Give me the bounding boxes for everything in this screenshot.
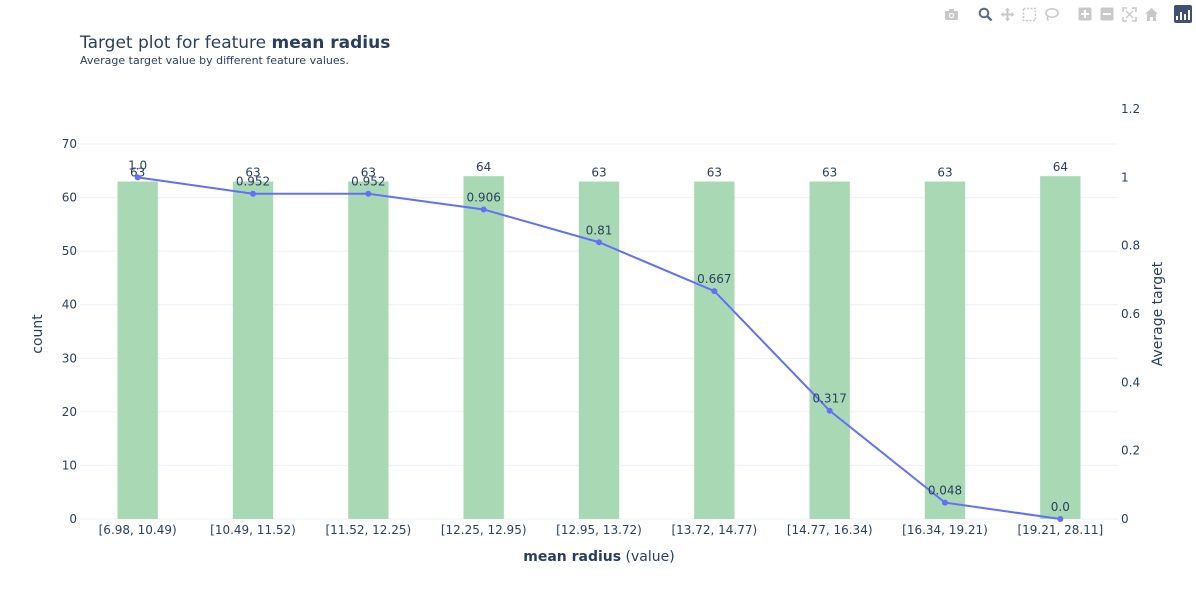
y-tick-label: 50 bbox=[62, 244, 77, 258]
line-point bbox=[250, 190, 256, 197]
x-axis-title-feature: mean radius bbox=[523, 549, 621, 565]
camera-icon[interactable] bbox=[942, 5, 960, 23]
modebar-group-image bbox=[940, 5, 962, 23]
line-value-label: 0.317 bbox=[812, 392, 846, 406]
line-value-label: 1.0 bbox=[128, 158, 147, 172]
bar bbox=[463, 176, 504, 519]
line-point bbox=[942, 499, 948, 506]
pan-icon[interactable] bbox=[998, 5, 1016, 23]
line-point bbox=[365, 190, 372, 197]
x-tick-label: [12.25, 12.95) bbox=[441, 523, 527, 537]
bar bbox=[1040, 176, 1081, 519]
zoom-in-icon[interactable] bbox=[1076, 5, 1094, 23]
modebar-group-select bbox=[974, 5, 1062, 23]
y2-tick-label: 0.6 bbox=[1121, 307, 1140, 321]
lasso-icon[interactable] bbox=[1042, 5, 1060, 23]
plotly-logo-icon[interactable] bbox=[1174, 5, 1192, 23]
bar-value-label: 63 bbox=[822, 166, 837, 180]
y2-tick-label: 0.2 bbox=[1121, 444, 1140, 458]
box-select-icon[interactable] bbox=[1020, 5, 1038, 23]
zoom-icon[interactable] bbox=[976, 5, 994, 23]
x-tick-label: [12.95, 13.72) bbox=[556, 523, 642, 537]
bar-value-label: 63 bbox=[361, 166, 376, 180]
line-point bbox=[826, 407, 833, 414]
x-tick-label: [19.21, 28.11] bbox=[1017, 523, 1103, 537]
line-point bbox=[1057, 516, 1064, 522]
bar-value-label: 64 bbox=[476, 160, 491, 174]
y2-tick-label: 0 bbox=[1121, 512, 1129, 526]
y2-tick-label: 0.4 bbox=[1121, 375, 1140, 389]
bar bbox=[924, 181, 966, 519]
y-tick-label: 40 bbox=[62, 298, 77, 312]
x-axis-title: mean radius (value) bbox=[523, 549, 674, 565]
y2-tick-label: 0.8 bbox=[1121, 239, 1140, 253]
line-value-label: 0.952 bbox=[351, 175, 385, 189]
x-tick-label: [16.34, 19.21) bbox=[902, 523, 988, 537]
y-tick-label: 20 bbox=[62, 405, 77, 419]
chart-subtitle: Average target value by different featur… bbox=[80, 54, 349, 67]
y-axis-title: count bbox=[30, 314, 46, 354]
line-point bbox=[711, 288, 718, 295]
y2-axis-title: Average target bbox=[1150, 261, 1166, 366]
modebar-group-zoom bbox=[1074, 5, 1162, 23]
y2-tick-label: 1.2 bbox=[1121, 102, 1140, 116]
autoscale-icon[interactable] bbox=[1120, 5, 1138, 23]
x-tick-label: [6.98, 10.49) bbox=[99, 523, 177, 537]
y-tick-label: 30 bbox=[62, 351, 77, 365]
line-value-label: 0.906 bbox=[466, 190, 500, 204]
x-tick-label: [13.72, 14.77) bbox=[671, 523, 757, 537]
line-point bbox=[134, 174, 141, 181]
line-value-label: 0.81 bbox=[586, 223, 613, 237]
x-tick-label: [10.49, 11.52) bbox=[210, 523, 296, 537]
reset-axes-icon[interactable] bbox=[1142, 5, 1160, 23]
y-tick-label: 10 bbox=[62, 458, 77, 472]
bar bbox=[348, 181, 389, 519]
x-axis-title-suffix: (value) bbox=[621, 549, 675, 565]
chart-title: Target plot for feature mean radius bbox=[80, 33, 390, 53]
y-tick-label: 60 bbox=[62, 191, 77, 205]
x-tick-label: [11.52, 12.25) bbox=[325, 523, 411, 537]
modebar bbox=[928, 4, 1192, 24]
y-tick-label: 0 bbox=[69, 512, 77, 526]
y2-tick-label: 1 bbox=[1121, 170, 1129, 184]
line-point bbox=[480, 206, 487, 213]
line-value-label: 0.048 bbox=[928, 484, 962, 498]
chart-title-block: Target plot for feature mean radius Aver… bbox=[80, 33, 390, 67]
line-value-label: 0.667 bbox=[697, 272, 731, 286]
y-tick-label: 70 bbox=[62, 137, 77, 151]
line-point bbox=[596, 239, 602, 246]
bar-value-label: 63 bbox=[245, 166, 260, 180]
bar-value-label: 64 bbox=[1053, 160, 1068, 174]
chart-title-prefix: Target plot for feature bbox=[80, 33, 272, 53]
x-tick-label: [14.77, 16.34) bbox=[787, 523, 873, 537]
bar bbox=[232, 181, 274, 519]
bar bbox=[809, 181, 850, 519]
bar bbox=[117, 181, 158, 519]
bar-value-label: 63 bbox=[707, 166, 722, 180]
bar bbox=[694, 181, 735, 519]
zoom-out-icon[interactable] bbox=[1098, 5, 1116, 23]
bar-value-label: 63 bbox=[937, 166, 952, 180]
chart-title-feature: mean radius bbox=[271, 33, 391, 53]
line-value-label: 0.0 bbox=[1051, 500, 1070, 514]
bar-value-label: 63 bbox=[591, 166, 606, 180]
line-value-label: 0.952 bbox=[236, 175, 270, 189]
bar-value-label: 63 bbox=[130, 166, 145, 180]
